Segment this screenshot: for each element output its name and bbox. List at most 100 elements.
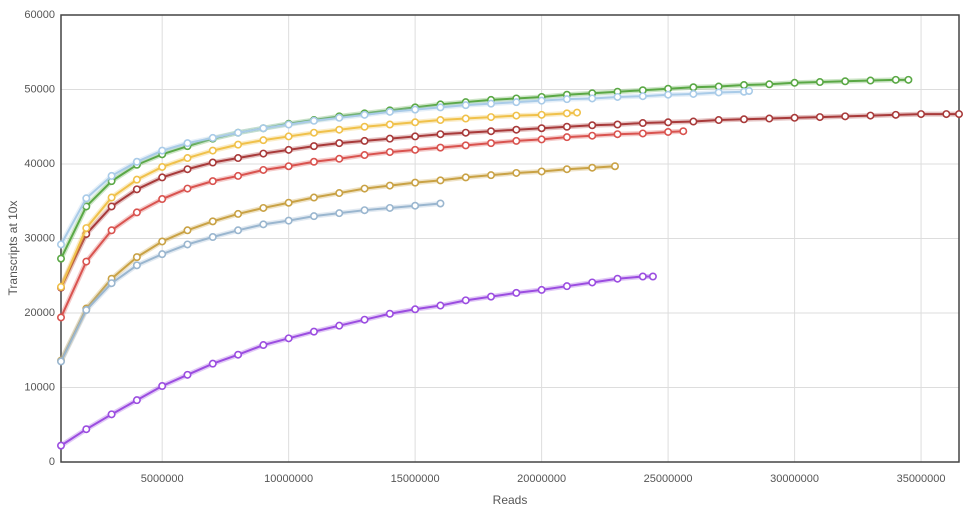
point [335, 113, 344, 122]
point [82, 224, 91, 233]
point [866, 111, 875, 120]
x-tick-label: 10000000 [264, 473, 313, 485]
point [385, 181, 394, 190]
point [360, 136, 369, 145]
point [56, 254, 65, 263]
point [132, 396, 141, 405]
point [689, 83, 698, 92]
point [284, 334, 293, 343]
y-tick-label: 50000 [24, 83, 55, 95]
point [309, 193, 318, 202]
point [107, 279, 116, 288]
series-line [60, 111, 578, 288]
point [562, 109, 571, 118]
point [284, 120, 293, 129]
point [411, 178, 420, 187]
point [309, 212, 318, 221]
point [613, 274, 622, 283]
point [284, 198, 293, 207]
point [56, 441, 65, 450]
point [714, 116, 723, 125]
point [411, 132, 420, 141]
point [208, 359, 217, 368]
y-tick-label: 30000 [24, 232, 55, 244]
point [537, 124, 546, 133]
point [689, 117, 698, 126]
x-tick-label: 35000000 [897, 473, 946, 485]
point [436, 301, 445, 310]
point [132, 253, 141, 262]
series-line [60, 275, 653, 447]
point [689, 89, 698, 98]
point [436, 143, 445, 152]
point [335, 154, 344, 163]
point [132, 261, 141, 270]
point [234, 226, 243, 235]
point [537, 135, 546, 144]
point [512, 125, 521, 134]
point [385, 107, 394, 116]
point [335, 321, 344, 330]
point [335, 189, 344, 198]
point [360, 122, 369, 131]
point [183, 184, 192, 193]
point [745, 86, 754, 95]
point [284, 132, 293, 141]
point [664, 127, 673, 136]
point [158, 146, 167, 155]
point [461, 114, 470, 123]
x-tick-label: 20000000 [517, 473, 566, 485]
point [234, 171, 243, 180]
point [610, 162, 619, 171]
point [487, 292, 496, 301]
point [284, 162, 293, 171]
point [461, 296, 470, 305]
point [158, 173, 167, 182]
point [461, 128, 470, 137]
point [107, 171, 116, 180]
point [158, 195, 167, 204]
point [56, 240, 65, 249]
point [208, 217, 217, 226]
point [537, 285, 546, 294]
point [411, 201, 420, 210]
point [461, 141, 470, 150]
point [82, 257, 91, 266]
point [436, 176, 445, 185]
point [562, 122, 571, 131]
y-tick-label: 0 [49, 456, 55, 468]
point [309, 128, 318, 137]
point [954, 110, 963, 119]
y-tick-label: 60000 [24, 9, 55, 21]
point [234, 350, 243, 359]
point [335, 125, 344, 134]
point [866, 76, 875, 85]
point [739, 81, 748, 90]
point [82, 306, 91, 315]
point [158, 382, 167, 391]
point [360, 315, 369, 324]
point [841, 112, 850, 121]
point [588, 94, 597, 103]
point [588, 278, 597, 287]
point [309, 327, 318, 336]
point [158, 250, 167, 259]
point [360, 184, 369, 193]
point [613, 130, 622, 139]
point [765, 80, 774, 89]
point [82, 202, 91, 211]
point [638, 129, 647, 138]
point [183, 370, 192, 379]
y-tick-label: 20000 [24, 307, 55, 319]
point [385, 120, 394, 129]
point [588, 163, 597, 172]
point [904, 75, 913, 84]
point [638, 119, 647, 128]
point [588, 121, 597, 130]
point [512, 168, 521, 177]
point [815, 113, 824, 122]
point [56, 313, 65, 322]
point [284, 145, 293, 154]
point [183, 240, 192, 249]
